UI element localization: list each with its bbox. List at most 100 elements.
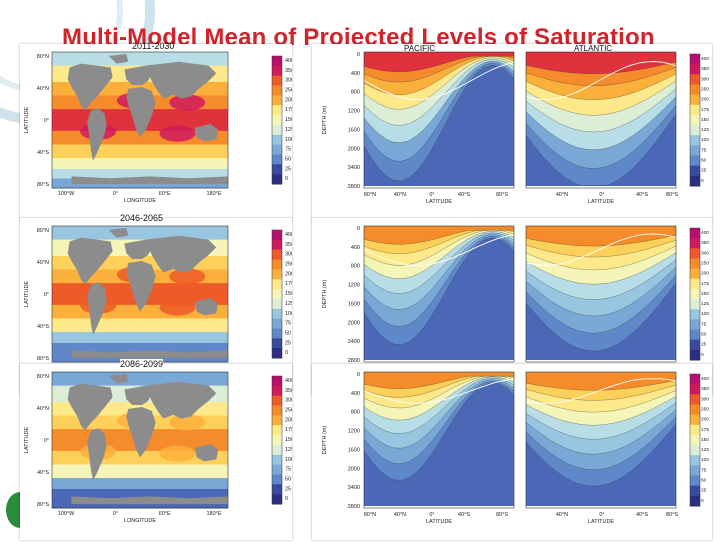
latitude-tick-label: 40°N xyxy=(556,192,568,198)
contour-line xyxy=(363,55,515,73)
colorbar-swatch xyxy=(272,65,282,77)
contour-line xyxy=(363,232,515,294)
colorbar-label: 0 xyxy=(285,350,288,356)
depth-tick-label: 400 xyxy=(351,71,360,77)
depth-tick-label: 800 xyxy=(351,264,360,270)
latitude-tick-label: 0° xyxy=(599,192,604,198)
section-panel-1: 0 400 800 1200 1600 2000 2400 2800 DEPTH (m) 80°N… xyxy=(312,44,712,220)
colorbar-swatch xyxy=(272,298,282,310)
latitude-tick-label: 80°N xyxy=(364,512,376,518)
section-panel-3: 0 400 800 1200 1600 2000 2400 2800 DEPTH (m) 80°N… xyxy=(312,364,712,540)
contour-line xyxy=(363,229,514,245)
x-tick-label: 180°E xyxy=(206,191,221,197)
latitude-tick-label: 80°S xyxy=(496,192,508,198)
contour-line xyxy=(363,64,515,182)
x-tick-label: 180°E xyxy=(206,511,221,517)
colorbar-swatch xyxy=(690,465,700,477)
contour-line xyxy=(525,105,677,169)
period-label: 2086-2099 xyxy=(120,359,164,369)
colorbar-label: 350 xyxy=(285,388,292,394)
contour-line xyxy=(363,379,515,449)
colorbar-swatch xyxy=(272,269,282,280)
y-tick-label: 40°S xyxy=(37,150,49,156)
colorbar-swatch xyxy=(690,309,700,320)
colorbar-swatch xyxy=(690,175,700,187)
saturation-layer xyxy=(526,52,676,74)
saturation-hotspot xyxy=(169,414,206,431)
colorbar-frame xyxy=(689,53,701,187)
section-frame xyxy=(525,51,677,189)
colorbar-swatch xyxy=(690,329,700,341)
saturation-hotspot xyxy=(169,94,206,111)
contour-line xyxy=(363,382,515,481)
contour-line xyxy=(363,235,515,327)
saturation-band xyxy=(52,226,228,241)
saturation-hotspot xyxy=(159,299,196,316)
latitude-axis-label: LATITUDE xyxy=(426,199,453,205)
latitude-tick-label: 0° xyxy=(429,192,434,198)
y-tick-label: 40°S xyxy=(37,470,49,476)
colorbar-label: 350 xyxy=(701,240,709,246)
map-frame xyxy=(51,51,229,189)
colorbar-label: 50 xyxy=(701,158,707,164)
latitude-tick-label: 0° xyxy=(599,512,604,518)
depth-tick-label: 2800 xyxy=(348,504,360,510)
colorbar-swatch xyxy=(272,405,282,416)
saturation-band xyxy=(52,464,228,479)
contour-line xyxy=(363,375,514,389)
saturation-layer xyxy=(364,372,514,389)
colorbar-label: 25 xyxy=(285,340,291,346)
colorbar-swatch xyxy=(272,259,282,270)
latitude-tick-label: 40°N xyxy=(556,512,568,518)
latitude-tick-label: 40°N xyxy=(394,512,406,518)
colorbar-swatch xyxy=(690,258,700,270)
depth-tick-label: 800 xyxy=(351,90,360,96)
contour-line xyxy=(525,416,677,471)
colorbar-label: 50 xyxy=(701,332,707,338)
colorbar-label: 250 xyxy=(701,86,709,92)
colorbar-label: 175 xyxy=(701,107,709,113)
depth-tick-label: 400 xyxy=(351,391,360,397)
depth-tick-label: 800 xyxy=(351,410,360,416)
saturation-map-1: 80°N 40°N 0° 40°S 80°S 100°W 0° 60°E 180°E LONGIT… xyxy=(24,51,294,204)
latitude-tick-label: 40°S xyxy=(636,192,648,198)
colorbar-swatch xyxy=(272,376,282,387)
y-tick-label: 80°N xyxy=(37,54,49,60)
contour-line xyxy=(363,237,515,345)
atlantic-section xyxy=(525,52,677,188)
colorbar-swatch xyxy=(272,249,282,261)
contour-line xyxy=(363,234,515,310)
colorbar-swatch xyxy=(690,278,700,290)
colorbar-swatch xyxy=(272,464,282,475)
colorbar-swatch xyxy=(690,299,700,310)
saturation-band xyxy=(52,168,228,179)
x-tick-label: 100°W xyxy=(58,191,75,197)
colorbar-label: 25 xyxy=(285,486,291,492)
colorbar-label: 100 xyxy=(701,311,709,317)
colorbar-label: 100 xyxy=(285,457,292,463)
colorbar-swatch xyxy=(690,495,700,507)
colorbar-label: 350 xyxy=(701,386,709,392)
colorbar-swatch xyxy=(272,85,282,96)
colorbar-label: 400 xyxy=(701,230,709,236)
saturation-hotspot xyxy=(169,268,206,285)
colorbar-swatch xyxy=(690,268,700,280)
colorbar-label: 50 xyxy=(285,156,291,162)
sea-floor xyxy=(526,186,676,188)
contour-line xyxy=(363,376,515,421)
colorbar-swatch xyxy=(690,384,700,395)
saturation-layer xyxy=(526,372,676,391)
x-tick-label: 60°E xyxy=(159,511,171,517)
colorbar-swatch xyxy=(690,424,700,436)
latitude-tick-label: 40°S xyxy=(458,192,470,198)
map-panel-3: 2086-2099 80°N 40°N 0° 40°S 80°S 100°W 0° 60°E 1… xyxy=(20,359,294,540)
colorbar-swatch xyxy=(690,404,700,416)
colorbar-label: 50 xyxy=(701,478,707,484)
pacific-section xyxy=(363,226,515,362)
saturation-horizon xyxy=(363,62,515,101)
colorbar-label: 200 xyxy=(285,417,292,423)
y-tick-label: 40°S xyxy=(37,324,49,330)
colorbar-swatch xyxy=(690,394,700,405)
saturation-band xyxy=(52,158,228,170)
